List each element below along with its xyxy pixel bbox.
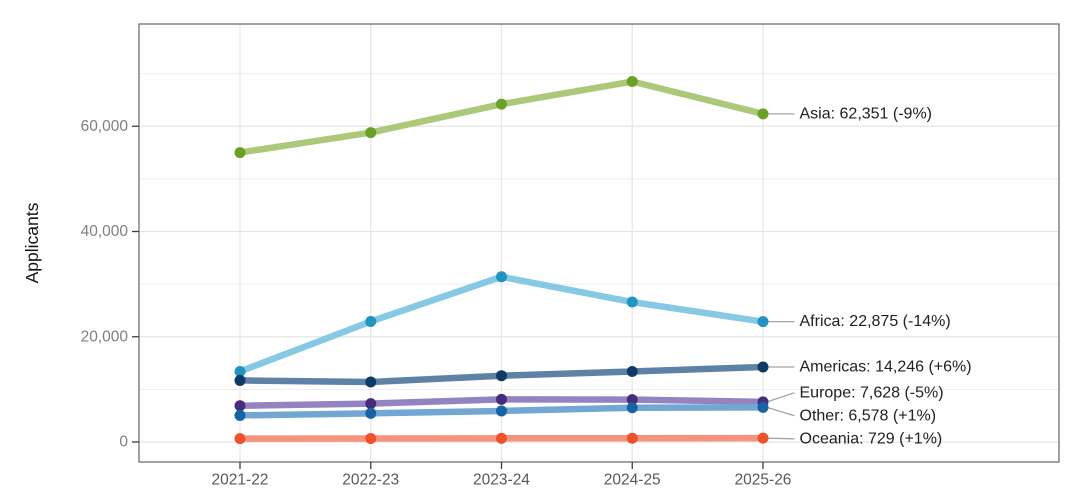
series-label-americas: Americas: 14,246 (+6%) [800,359,972,376]
x-tick-label-2021-22: 2021-22 [212,472,269,489]
data-point-other-2025-26 [758,402,769,413]
data-point-other-2024-25 [627,402,638,413]
data-point-oceania-2022-23 [365,433,376,444]
data-point-oceania-2024-25 [627,433,638,444]
label-connector-oceania [767,438,795,439]
y-tick-label-0: 0 [119,434,128,451]
data-point-asia-2025-26 [758,108,769,119]
data-point-oceania-2023-24 [496,433,507,444]
series-label-europe: Europe: 7,628 (-5%) [800,384,944,401]
data-point-asia-2024-25 [627,76,638,87]
data-point-americas-2022-23 [365,377,376,388]
data-point-africa-2025-26 [758,316,769,327]
x-tick-label-2022-23: 2022-23 [342,472,399,489]
series-label-other: Other: 6,578 (+1%) [800,407,937,424]
data-point-americas-2025-26 [758,362,769,373]
data-point-africa-2024-25 [627,297,638,308]
y-tick-label-60000: 60,000 [81,118,129,135]
y-tick-label-40000: 40,000 [81,223,129,240]
data-point-other-2023-24 [496,405,507,416]
data-point-europe-2021-22 [235,400,246,411]
series-label-asia: Asia: 62,351 (-9%) [800,105,933,122]
x-tick-label-2023-24: 2023-24 [473,472,530,489]
data-point-oceania-2021-22 [235,433,246,444]
data-point-other-2022-23 [365,408,376,419]
data-point-other-2021-22 [235,410,246,421]
series-label-africa: Africa: 22,875 (-14%) [800,313,951,330]
x-tick-label-2024-25: 2024-25 [604,472,661,489]
data-point-oceania-2025-26 [758,433,769,444]
data-point-asia-2022-23 [365,127,376,138]
data-point-asia-2023-24 [496,99,507,110]
data-point-asia-2021-22 [235,147,246,158]
x-tick-label-2025-26: 2025-26 [735,472,792,489]
y-tick-label-20000: 20,000 [81,328,129,345]
data-point-americas-2024-25 [627,366,638,377]
data-point-europe-2022-23 [365,398,376,409]
data-point-americas-2023-24 [496,370,507,381]
data-point-africa-2023-24 [496,271,507,282]
series-label-oceania: Oceania: 729 (+1%) [800,430,943,447]
data-point-africa-2022-23 [365,316,376,327]
data-point-europe-2023-24 [496,394,507,405]
y-axis-title: Applicants [22,202,42,283]
data-point-americas-2021-22 [235,375,246,386]
